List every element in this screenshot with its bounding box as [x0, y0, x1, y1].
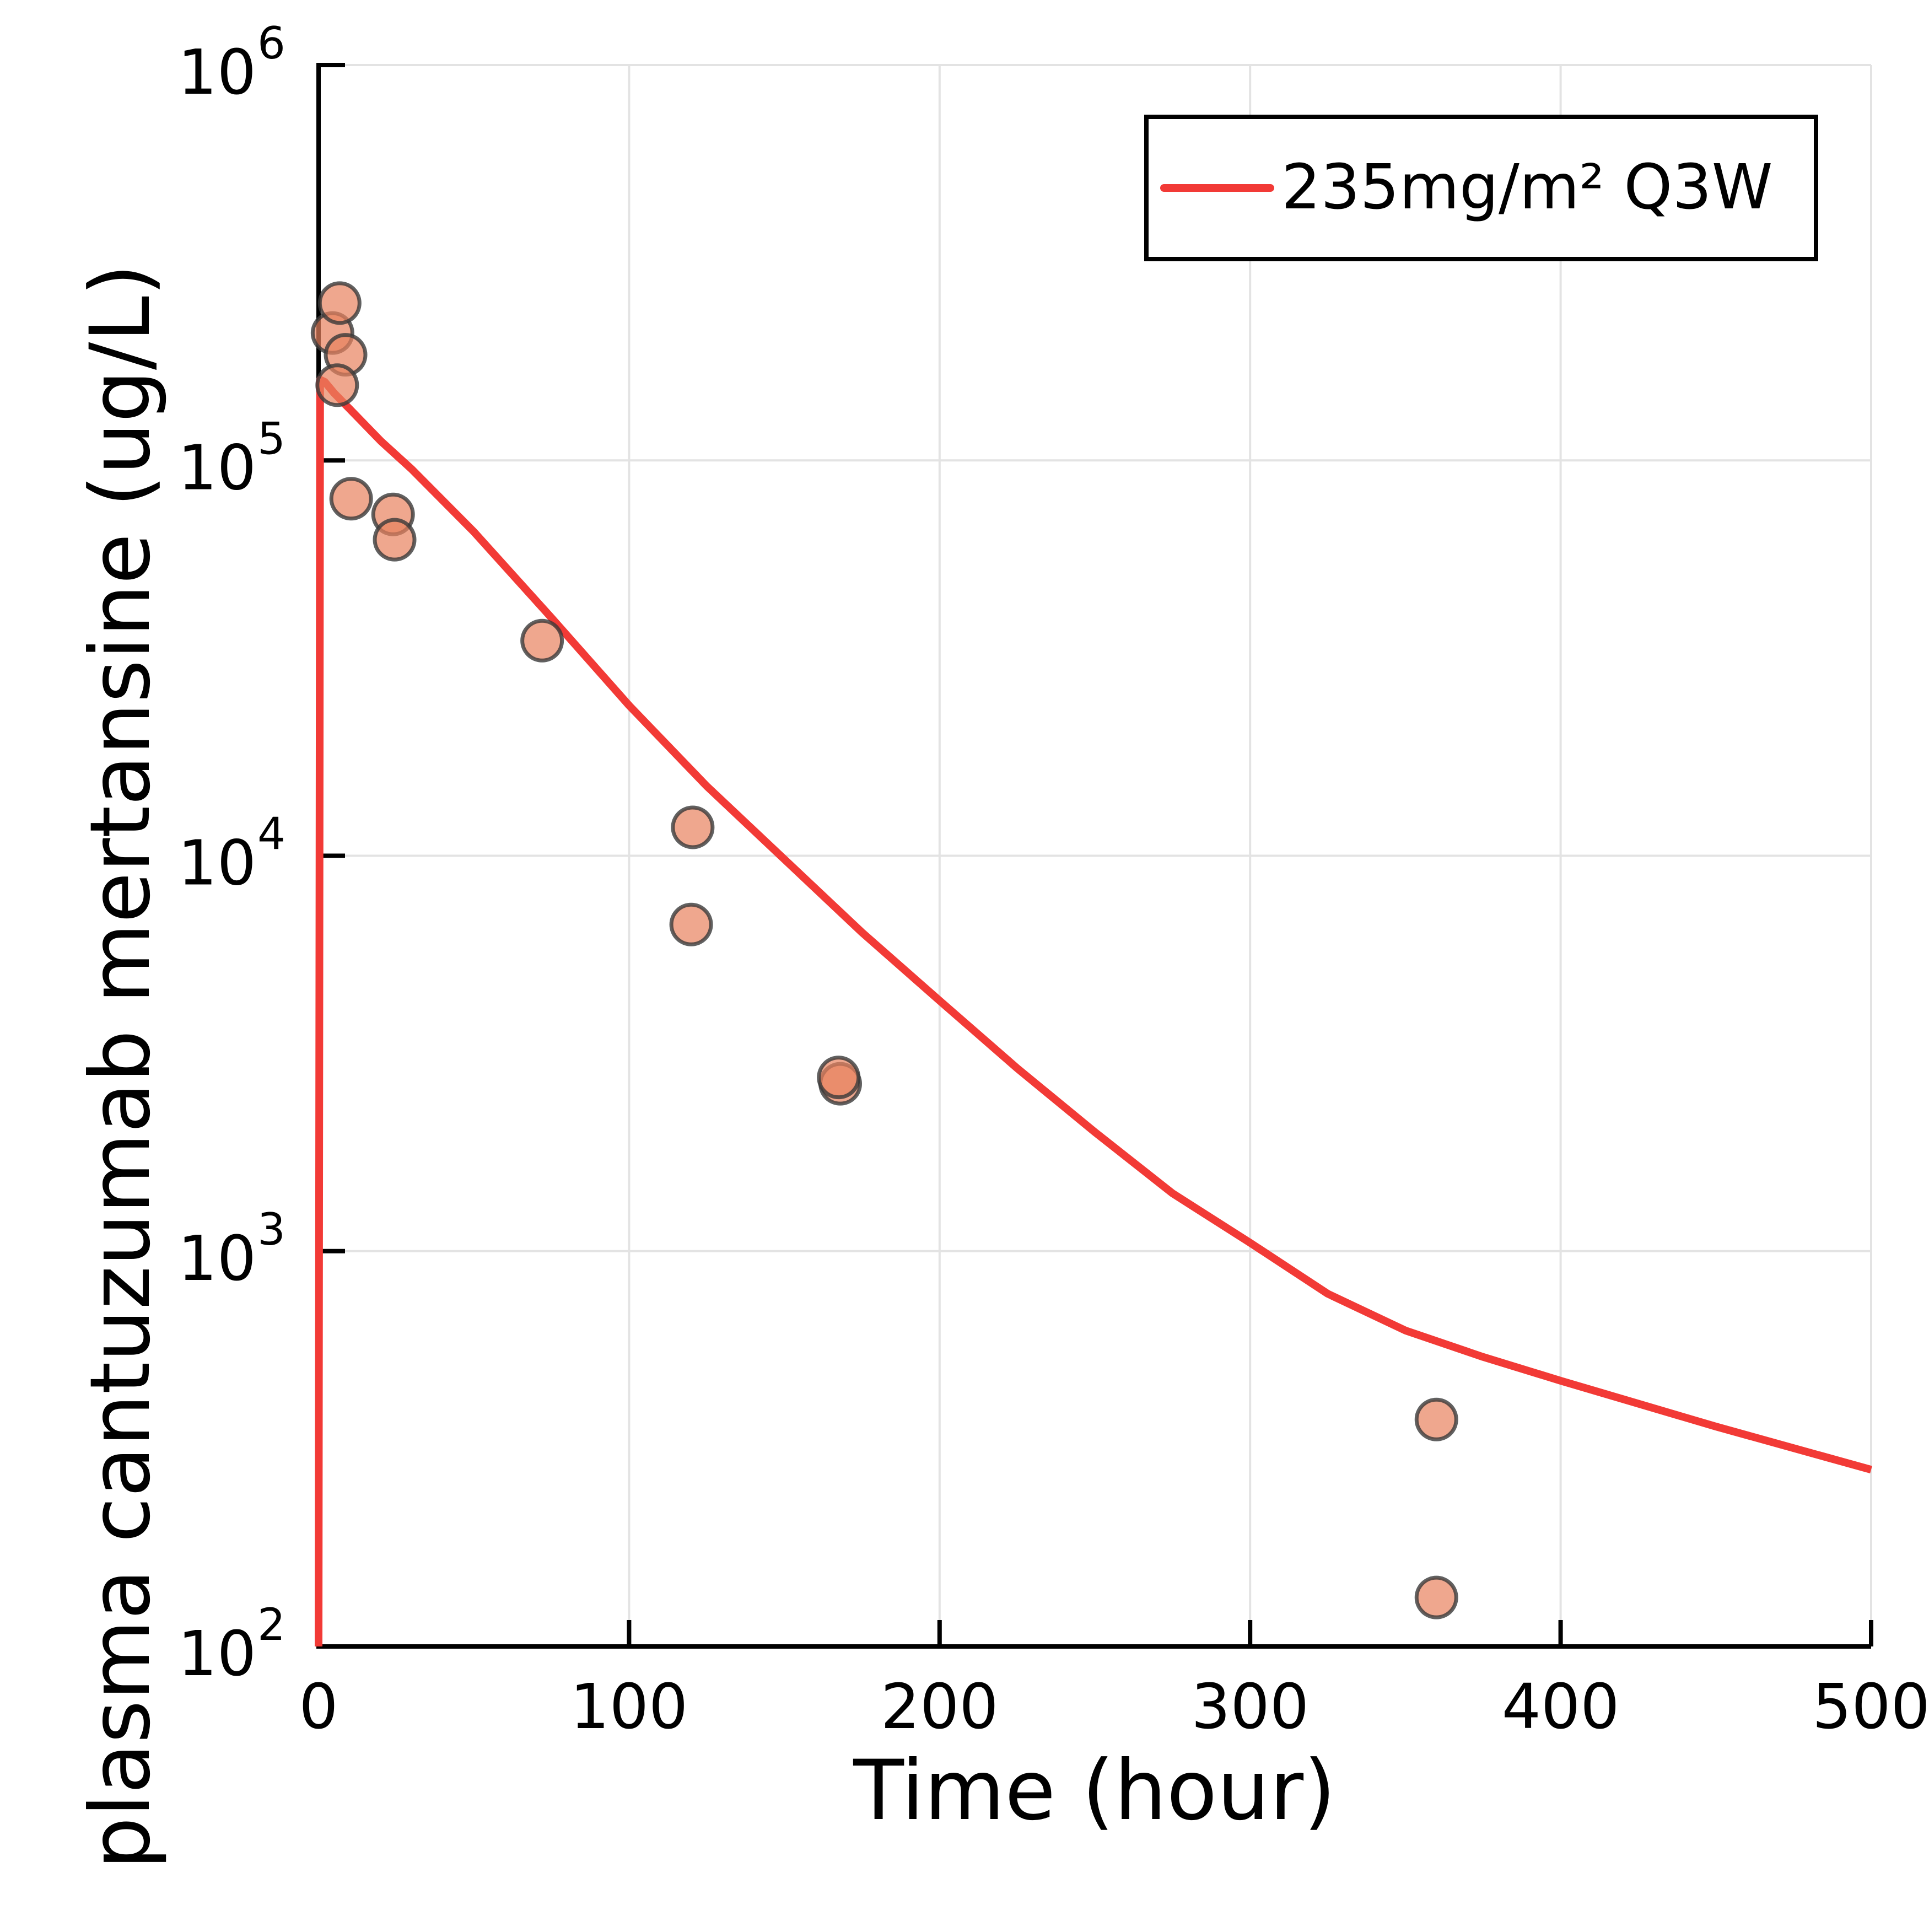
y-tick-base: 10 [177, 828, 256, 900]
y-axis-label: plasma cantuzumab mertansine (ug/L) [73, 264, 169, 1870]
data-point [317, 281, 362, 325]
y-tick-base: 10 [177, 1618, 256, 1690]
data-point [373, 518, 417, 562]
legend: 235mg/m² Q3W [1144, 115, 1818, 261]
data-point [520, 618, 564, 663]
y-tick-exponent: 4 [257, 809, 285, 860]
y-tick-label: 10 6 [177, 18, 285, 109]
x-tick-label: 400 [1502, 1671, 1620, 1743]
y-tick-base: 10 [177, 432, 256, 504]
x-tick-label: 500 [1812, 1671, 1929, 1743]
legend-entry-label: 235mg/m² Q3W [1281, 152, 1772, 223]
y-tick-exponent: 5 [257, 413, 285, 464]
x-tick-label: 300 [1191, 1671, 1309, 1743]
x-tick-label: 200 [881, 1671, 999, 1743]
y-tick-exponent: 6 [257, 18, 285, 69]
line-layer [315, 375, 1872, 1647]
y-tick-label: 10 2 [177, 1599, 285, 1690]
data-point [1414, 1575, 1458, 1619]
data-point [671, 805, 715, 849]
y-tick-exponent: 3 [257, 1204, 285, 1255]
y-tick-label: 10 3 [177, 1204, 285, 1295]
data-point [329, 477, 373, 521]
x-tick-label: 100 [570, 1671, 688, 1743]
series-line-235mg [315, 375, 1872, 1647]
data-point [1414, 1397, 1458, 1441]
x-axis-label: Time (hour) [853, 1743, 1335, 1839]
points-layer [310, 281, 1458, 1619]
y-tick-base: 10 [177, 37, 256, 109]
y-tick-label: 10 5 [177, 413, 285, 504]
y-tick-exponent: 2 [257, 1599, 285, 1650]
grid-layer [317, 64, 1872, 1648]
y-tick-label: 10 4 [177, 809, 285, 900]
data-point [315, 363, 359, 407]
data-point [669, 902, 713, 946]
x-tick-label: 0 [299, 1671, 338, 1743]
y-tick-base: 10 [177, 1223, 256, 1295]
data-point [817, 1056, 861, 1100]
